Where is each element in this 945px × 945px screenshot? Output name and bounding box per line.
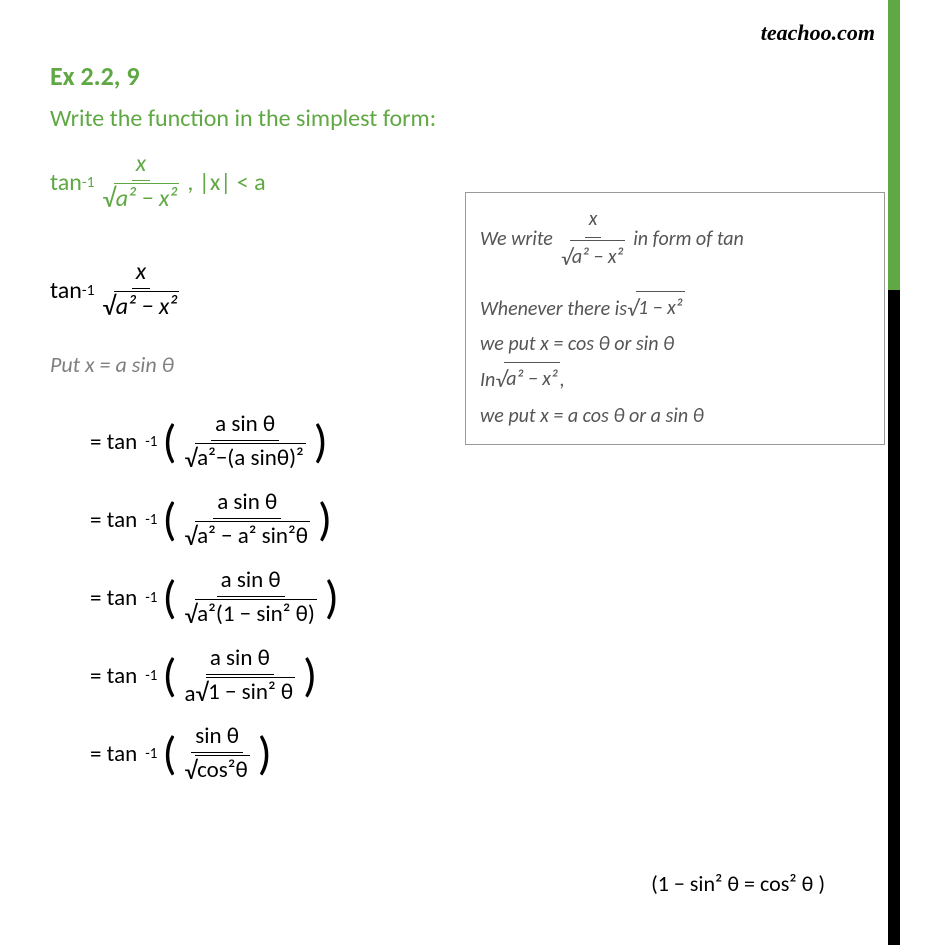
restated-expression: tan-1 x √a² − x² — [50, 257, 500, 323]
exercise-title: Ex 2.2, 9 — [50, 60, 895, 92]
step-5: = tan-1 ( sin θ √cos²θ ) — [90, 722, 895, 786]
hint-line-4: In √a² − x² , — [480, 362, 870, 397]
green-side-bar — [888, 0, 900, 290]
substitution-hint: Put x = a sin θ — [50, 351, 500, 378]
question-prompt: Write the function in the simplest form: — [50, 104, 895, 133]
hint-line-2: Whenever there is √1 − x² — [480, 291, 870, 326]
hint-line-3: we put x = cos θ or sin θ — [480, 328, 870, 360]
identity-note: (1 − sin² θ = cos² θ ) — [651, 870, 825, 897]
step-2: = tan-1 ( a sin θ √a² − a² sin²θ ) — [90, 488, 895, 552]
step-3: = tan-1 ( a sin θ √a²(1 − sin² θ) ) — [90, 566, 895, 630]
black-side-bar-1 — [888, 290, 900, 430]
solution-steps: = tan-1 ( a sin θ √a²−(a sinθ)² ) = tan-… — [90, 410, 895, 786]
hint-line-1: We write x √a² − x² in form of tan — [480, 203, 870, 275]
given-expression: tan-1 x √a² − x² , |x| < a — [50, 149, 500, 215]
watermark: teachoo.com — [761, 20, 875, 46]
hint-box: We write x √a² − x² in form of tan Whene… — [465, 192, 885, 445]
step-4: = tan-1 ( a sin θ a√1 − sin² θ ) — [90, 644, 895, 708]
black-side-bar-2 — [888, 430, 900, 945]
hint-line-5: we put x = a cos θ or a sin θ — [480, 400, 870, 432]
